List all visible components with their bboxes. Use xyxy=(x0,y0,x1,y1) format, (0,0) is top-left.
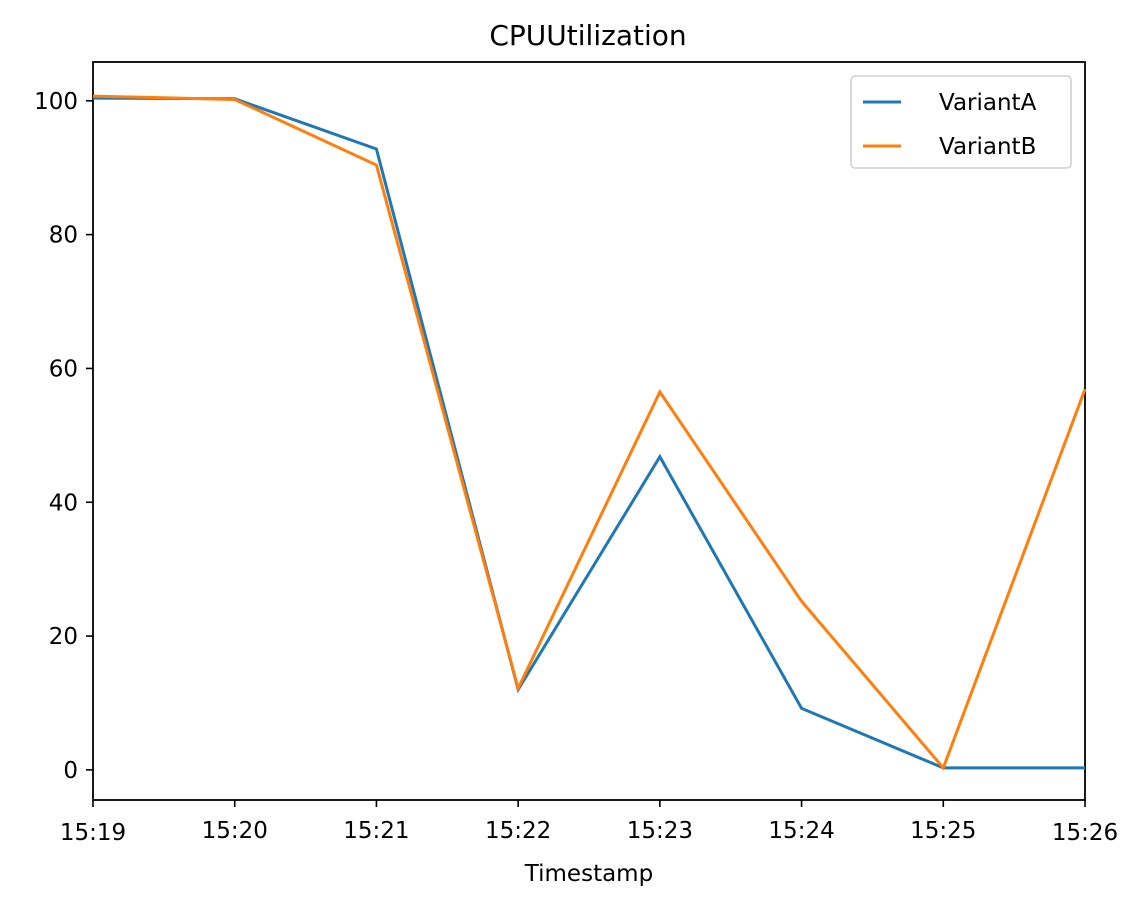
plot-area xyxy=(92,61,1086,801)
x-tick-label-1: 15:20 xyxy=(202,818,268,844)
legend-label-varianta: VariantA xyxy=(939,90,1037,116)
x-axis: 15:19 15:20 15:21 15:22 15:23 15:24 15:25 15:26 xyxy=(60,800,1118,846)
x-axis-label-layer: Timestamp xyxy=(524,861,653,887)
x-axis-label: Timestamp xyxy=(524,861,653,887)
x-tick-label-7: 15:26 xyxy=(1052,820,1118,846)
y-tick-label-0: 0 xyxy=(63,758,78,784)
series-lines xyxy=(92,94,1087,771)
x-tick-label-2: 15:21 xyxy=(343,818,409,844)
series-line-varianta xyxy=(92,96,1085,770)
y-axis: 0 20 40 60 80 100 xyxy=(34,89,93,784)
x-tick-label-5: 15:24 xyxy=(768,818,834,844)
x-tick-label-4: 15:23 xyxy=(627,818,693,844)
chart-title: CPUUtilization xyxy=(489,19,686,52)
series-line-variantb xyxy=(92,94,1087,771)
legend-box xyxy=(850,75,1072,169)
plot-frame xyxy=(92,61,1086,801)
x-tick-label-3: 15:22 xyxy=(485,818,551,844)
y-tick-label-1: 20 xyxy=(49,624,78,650)
y-tick-label-4: 80 xyxy=(49,223,78,249)
x-tick-label-6: 15:25 xyxy=(910,818,976,844)
y-tick-label-3: 60 xyxy=(49,356,78,382)
legend[interactable]: VariantA VariantB xyxy=(850,75,1072,169)
legend-label-variantb: VariantB xyxy=(939,134,1036,160)
y-tick-label-5: 100 xyxy=(34,89,78,115)
x-tick-label-0: 15:19 xyxy=(60,820,126,846)
y-tick-label-2: 40 xyxy=(49,490,78,516)
chart-title-layer: CPUUtilization xyxy=(489,19,686,52)
